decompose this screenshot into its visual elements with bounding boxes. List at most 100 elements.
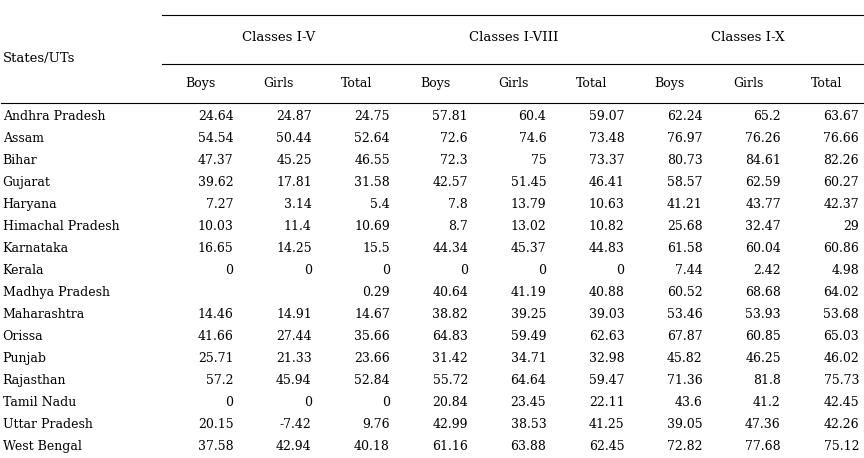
Text: 23.45: 23.45 bbox=[511, 396, 546, 409]
Text: 14.91: 14.91 bbox=[276, 308, 312, 321]
Text: 64.02: 64.02 bbox=[823, 286, 859, 299]
Text: 76.66: 76.66 bbox=[823, 132, 859, 145]
Text: 60.52: 60.52 bbox=[667, 286, 702, 299]
Text: 72.6: 72.6 bbox=[441, 132, 468, 145]
Text: Girls: Girls bbox=[264, 77, 294, 90]
Text: 14.67: 14.67 bbox=[354, 308, 390, 321]
Text: 24.64: 24.64 bbox=[198, 110, 233, 123]
Text: 42.26: 42.26 bbox=[823, 418, 859, 431]
Text: 7.8: 7.8 bbox=[448, 198, 468, 211]
Text: 40.18: 40.18 bbox=[354, 440, 390, 453]
Text: 50.44: 50.44 bbox=[276, 132, 312, 145]
Text: 10.82: 10.82 bbox=[588, 220, 625, 233]
Text: 42.45: 42.45 bbox=[823, 396, 859, 409]
Text: Classes I-X: Classes I-X bbox=[711, 31, 785, 44]
Text: 41.21: 41.21 bbox=[667, 198, 702, 211]
Text: 39.03: 39.03 bbox=[588, 308, 625, 321]
Text: 10.69: 10.69 bbox=[354, 220, 390, 233]
Text: 3.14: 3.14 bbox=[283, 198, 312, 211]
Text: Girls: Girls bbox=[499, 77, 529, 90]
Text: Andhra Pradesh: Andhra Pradesh bbox=[3, 110, 105, 123]
Text: 20.84: 20.84 bbox=[432, 396, 468, 409]
Text: Boys: Boys bbox=[655, 77, 685, 90]
Text: 57.2: 57.2 bbox=[206, 374, 233, 387]
Text: 77.68: 77.68 bbox=[746, 440, 781, 453]
Text: 7.27: 7.27 bbox=[206, 198, 233, 211]
Text: Girls: Girls bbox=[733, 77, 763, 90]
Text: 60.4: 60.4 bbox=[518, 110, 546, 123]
Text: 62.63: 62.63 bbox=[588, 330, 625, 343]
Text: 61.58: 61.58 bbox=[667, 242, 702, 255]
Text: 13.02: 13.02 bbox=[511, 220, 546, 233]
Text: Haryana: Haryana bbox=[3, 198, 57, 211]
Text: Classes I-VIII: Classes I-VIII bbox=[469, 31, 558, 44]
Text: 62.24: 62.24 bbox=[667, 110, 702, 123]
Text: 45.82: 45.82 bbox=[667, 352, 702, 365]
Text: 53.68: 53.68 bbox=[823, 308, 859, 321]
Text: 0: 0 bbox=[226, 396, 233, 409]
Text: 39.05: 39.05 bbox=[667, 418, 702, 431]
Text: 63.88: 63.88 bbox=[511, 440, 546, 453]
Text: 59.49: 59.49 bbox=[511, 330, 546, 343]
Text: 46.55: 46.55 bbox=[354, 154, 390, 167]
Text: Uttar Pradesh: Uttar Pradesh bbox=[3, 418, 92, 431]
Text: 20.15: 20.15 bbox=[198, 418, 233, 431]
Text: 14.25: 14.25 bbox=[276, 242, 312, 255]
Text: 23.66: 23.66 bbox=[354, 352, 390, 365]
Text: 60.04: 60.04 bbox=[745, 242, 781, 255]
Text: 13.79: 13.79 bbox=[511, 198, 546, 211]
Text: 0: 0 bbox=[617, 264, 625, 277]
Text: Assam: Assam bbox=[3, 132, 43, 145]
Text: 75.12: 75.12 bbox=[823, 440, 859, 453]
Text: Himachal Pradesh: Himachal Pradesh bbox=[3, 220, 119, 233]
Text: Rajasthan: Rajasthan bbox=[3, 374, 66, 387]
Text: 42.94: 42.94 bbox=[276, 440, 312, 453]
Text: 76.26: 76.26 bbox=[746, 132, 781, 145]
Text: 24.75: 24.75 bbox=[354, 110, 390, 123]
Text: 0: 0 bbox=[538, 264, 546, 277]
Text: 29: 29 bbox=[843, 220, 859, 233]
Text: 41.66: 41.66 bbox=[198, 330, 233, 343]
Text: 84.61: 84.61 bbox=[745, 154, 781, 167]
Text: 75: 75 bbox=[530, 154, 546, 167]
Text: 81.8: 81.8 bbox=[753, 374, 781, 387]
Text: 42.99: 42.99 bbox=[433, 418, 468, 431]
Text: 45.37: 45.37 bbox=[511, 242, 546, 255]
Text: 80.73: 80.73 bbox=[667, 154, 702, 167]
Text: 65.03: 65.03 bbox=[823, 330, 859, 343]
Text: 21.33: 21.33 bbox=[276, 352, 312, 365]
Text: 59.47: 59.47 bbox=[589, 374, 625, 387]
Text: 42.37: 42.37 bbox=[823, 198, 859, 211]
Text: 27.44: 27.44 bbox=[276, 330, 312, 343]
Text: 24.87: 24.87 bbox=[276, 110, 312, 123]
Text: 64.83: 64.83 bbox=[432, 330, 468, 343]
Text: 53.93: 53.93 bbox=[746, 308, 781, 321]
Text: 44.34: 44.34 bbox=[432, 242, 468, 255]
Text: 0: 0 bbox=[304, 396, 312, 409]
Text: 51.45: 51.45 bbox=[511, 176, 546, 189]
Text: 31.58: 31.58 bbox=[354, 176, 390, 189]
Text: 61.16: 61.16 bbox=[432, 440, 468, 453]
Text: 8.7: 8.7 bbox=[448, 220, 468, 233]
Text: 15.5: 15.5 bbox=[362, 242, 390, 255]
Text: 40.88: 40.88 bbox=[588, 286, 625, 299]
Text: Gujarat: Gujarat bbox=[3, 176, 50, 189]
Text: 39.62: 39.62 bbox=[198, 176, 233, 189]
Text: 62.59: 62.59 bbox=[746, 176, 781, 189]
Text: 46.02: 46.02 bbox=[823, 352, 859, 365]
Text: 9.76: 9.76 bbox=[362, 418, 390, 431]
Text: 43.77: 43.77 bbox=[746, 198, 781, 211]
Text: 10.03: 10.03 bbox=[198, 220, 233, 233]
Text: 60.85: 60.85 bbox=[745, 330, 781, 343]
Text: 41.25: 41.25 bbox=[589, 418, 625, 431]
Text: 11.4: 11.4 bbox=[283, 220, 312, 233]
Text: Karnataka: Karnataka bbox=[3, 242, 69, 255]
Text: Total: Total bbox=[810, 77, 842, 90]
Text: 75.73: 75.73 bbox=[823, 374, 859, 387]
Text: -7.42: -7.42 bbox=[280, 418, 312, 431]
Text: 2.42: 2.42 bbox=[753, 264, 781, 277]
Text: 68.68: 68.68 bbox=[745, 286, 781, 299]
Text: 40.64: 40.64 bbox=[432, 286, 468, 299]
Text: 55.72: 55.72 bbox=[433, 374, 468, 387]
Text: Boys: Boys bbox=[186, 77, 216, 90]
